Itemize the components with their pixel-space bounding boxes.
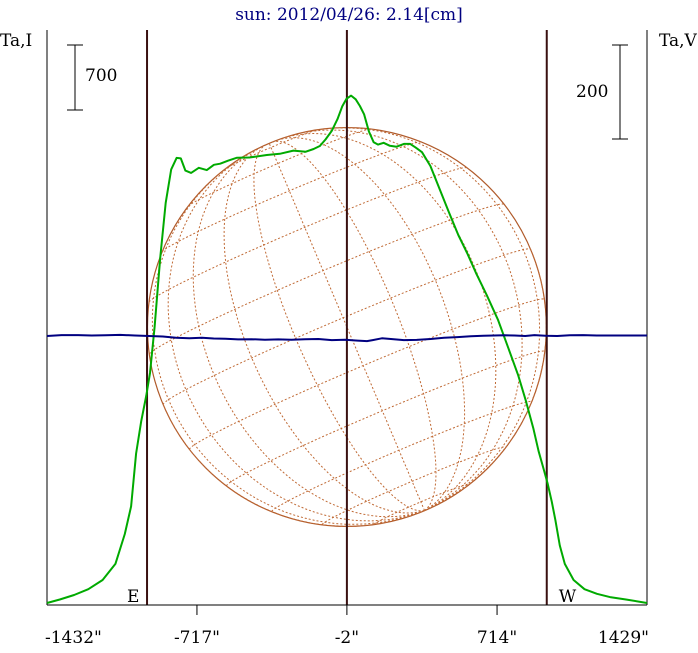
latitude-line [321, 446, 507, 525]
x-tick-label: -717" [174, 628, 220, 648]
longitude-line [271, 140, 437, 511]
longitude-line [167, 150, 425, 522]
series-i-line [46, 94, 648, 604]
limb-and-center-lines [146, 30, 548, 605]
longitude-line [162, 404, 425, 527]
longitude-line [192, 149, 425, 518]
latitude-line [189, 298, 545, 450]
x-tick-label: -1432" [45, 628, 102, 648]
latitude-line [226, 350, 546, 486]
latitude-line [373, 483, 470, 525]
left-scale-bar-label: 700 [85, 66, 117, 86]
solar-disk [146, 126, 547, 528]
x-tick-label: 1429" [598, 628, 649, 648]
series-v-line [46, 333, 647, 343]
x-tick-label: -2" [335, 628, 359, 648]
latitude-line [224, 129, 319, 170]
left-axis-label: Ta,I [0, 31, 32, 51]
longitude-line [253, 143, 425, 512]
latitude-line [187, 128, 371, 207]
x-axis-ticks: -1432" -717" -2" 714" 1429" [45, 605, 649, 648]
latitude-line [271, 400, 532, 512]
limb-label: W [559, 587, 577, 607]
longitude-line [424, 249, 547, 511]
longitude-line [151, 162, 425, 525]
right-scale-bar-label: 200 [576, 82, 608, 102]
latitude-line [161, 141, 422, 253]
longitude-line [268, 143, 425, 511]
chart-title: sun: 2012/04/26: 2.14[cm] [235, 5, 463, 25]
longitude-line [278, 137, 466, 511]
latitude-line [148, 166, 467, 303]
left-scale-bar: 700 [67, 44, 117, 111]
longitude-line [282, 132, 497, 511]
latitude-line [148, 203, 504, 355]
heliographic-grid [148, 127, 547, 527]
limb-label: E [127, 587, 139, 607]
series-lines [46, 94, 648, 604]
longitude-line [286, 129, 523, 511]
right-scale-bar: 200 [576, 44, 628, 140]
right-axis-label: Ta,V [659, 31, 698, 51]
longitude-line [223, 147, 425, 514]
longitude-line [307, 127, 541, 511]
x-tick-label: 714" [477, 628, 517, 648]
